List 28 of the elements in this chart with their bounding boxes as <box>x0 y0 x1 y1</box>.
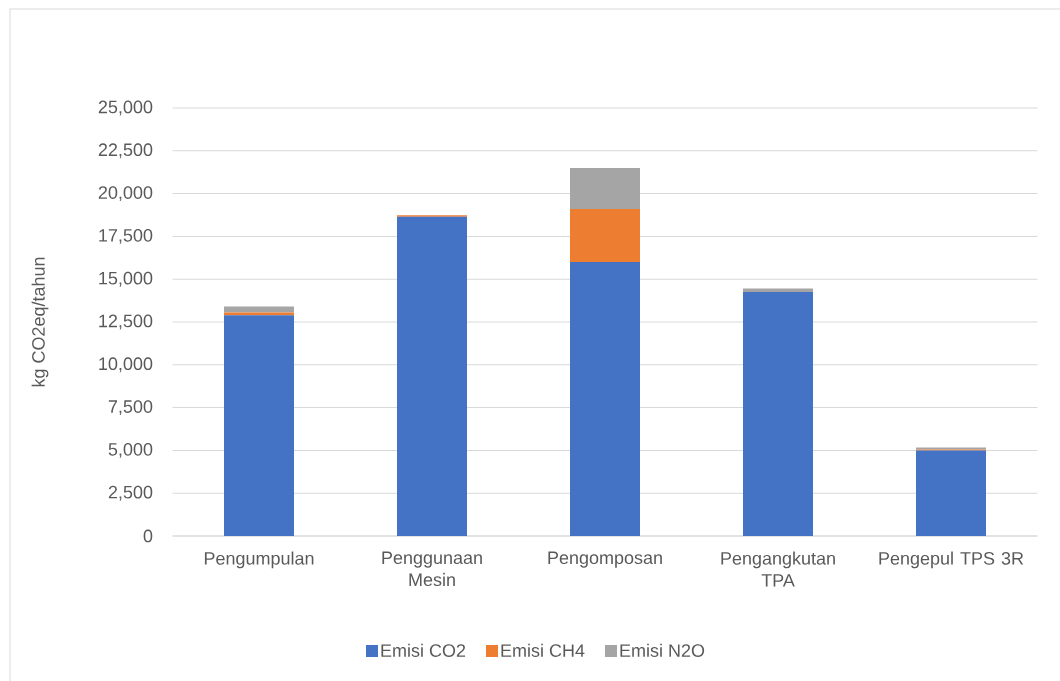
y-tick-label: 7,500 <box>108 400 153 416</box>
x-tick-label: Pengangkutan TPA <box>721 551 835 587</box>
x-tick-label: Pengumpulan <box>204 551 314 569</box>
y-tick-label: 25,000 <box>98 100 153 116</box>
legend-label: Emisi CO2 <box>381 643 466 657</box>
y-tick-label: 15,000 <box>99 271 153 287</box>
bar <box>224 315 294 536</box>
bar <box>570 209 640 263</box>
y-tick-label: 5,000 <box>108 442 153 458</box>
y-tick-label: 20,000 <box>98 186 153 202</box>
y-tick-label: 10,000 <box>99 357 153 373</box>
x-tick-label: Pengepul TPS 3R <box>879 551 1024 569</box>
legend-label: Emisi CH4 <box>501 643 585 657</box>
y-tick-label: 0 <box>143 529 153 543</box>
legend-label: Emisi N2O <box>620 643 705 657</box>
bar <box>743 292 813 536</box>
bar <box>224 306 294 313</box>
x-tick-label: Penggunaan Mesin <box>382 551 482 587</box>
y-tick-label: 12,500 <box>99 314 153 330</box>
bar <box>916 450 986 536</box>
x-tick-label: Pengomposan <box>548 551 662 568</box>
y-tick-label: 2,500 <box>108 485 153 501</box>
y-tick-label: 17,500 <box>99 228 153 244</box>
y-axis-title: kg CO2eq/tahun <box>31 257 49 387</box>
bar <box>570 262 640 536</box>
bar <box>570 167 640 210</box>
y-tick-label: 22,500 <box>98 143 153 159</box>
bar <box>397 216 467 536</box>
